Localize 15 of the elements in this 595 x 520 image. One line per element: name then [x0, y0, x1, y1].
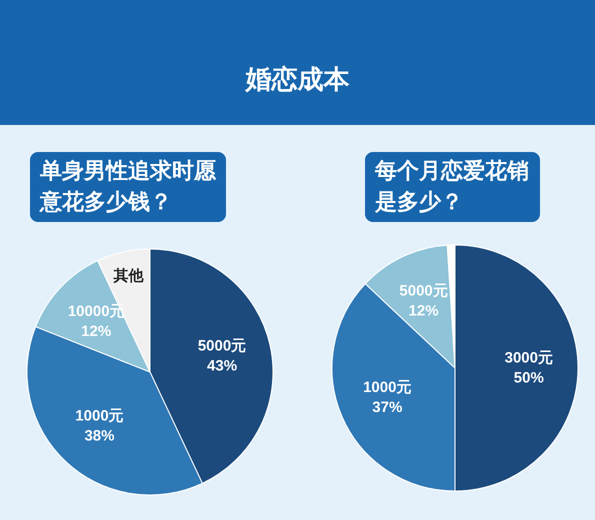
data-label: 43% [207, 357, 238, 374]
chart-title: 每个月恋爱花销是多少？ [365, 152, 540, 222]
slice-label: 3000元 [504, 350, 553, 366]
slice-label: 1000元 [75, 407, 124, 424]
slice-label: 5000元 [198, 337, 246, 354]
chart-title: 婚恋成本 [244, 64, 350, 97]
slice-label: 其他 [112, 267, 145, 284]
data-label: 38% [84, 427, 114, 444]
data-label: 12% [408, 302, 439, 320]
chart-subtitle: 单身男性追求时愿意花多少钱？ [30, 152, 226, 222]
data-label: 50% [514, 370, 544, 386]
data-label: 37% [372, 398, 402, 416]
slice-label: 5000元 [399, 282, 448, 300]
slice-label: 1000元 [363, 378, 412, 396]
data-label: 12% [81, 322, 112, 340]
